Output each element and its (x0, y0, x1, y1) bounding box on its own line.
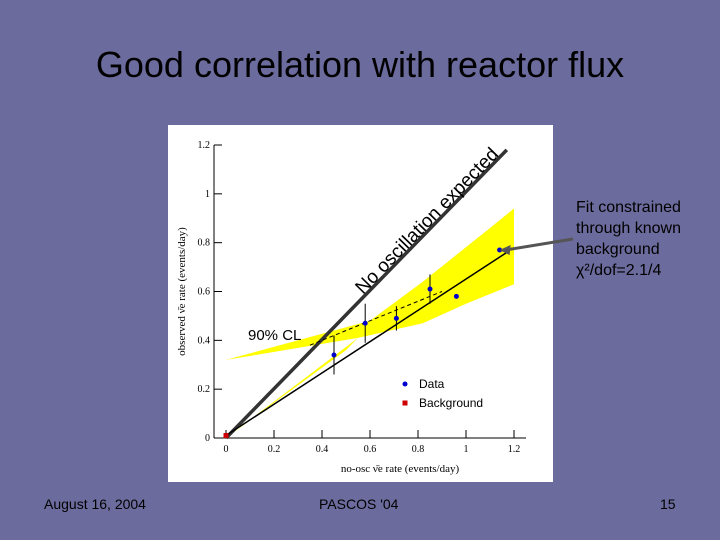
x-tick-label-4: 0.8 (412, 444, 425, 455)
x-tick-label-6: 1.2 (508, 444, 521, 455)
data-point-1 (362, 320, 368, 326)
y-tick-label-2: 0.4 (198, 335, 211, 346)
x-axis-label: no-osc ν̄e rate (events/day) (341, 463, 460, 475)
x-tick-label-2: 0.4 (316, 444, 329, 455)
band-label: 90% CL (248, 327, 301, 344)
fit-annotation: Fit constrained through known background… (576, 197, 716, 281)
data-point-2 (393, 315, 399, 321)
legend-data-label: Data (419, 377, 445, 391)
data-point-5 (497, 247, 503, 253)
y-tick-label-0: 0 (205, 433, 210, 444)
confidence-band-lower (226, 337, 358, 438)
correlation-chart: 0 0.2 0.4 0.6 0.8 1 1.2 0 0.2 0.4 0.6 0.8 1 1.2 no-osc… (176, 140, 526, 475)
annotation-line-3: background (576, 241, 660, 258)
no-oscillation-line (224, 148, 509, 440)
fit-line (225, 251, 508, 437)
footer-date: August 16, 2004 (44, 496, 146, 512)
x-tick-label-5: 1 (464, 444, 469, 455)
legend-background-label: Background (419, 396, 483, 410)
plot-panel: 0 0.2 0.4 0.6 0.8 1 1.2 0 0.2 0.4 0.6 0.8 1 1.2 no-osc… (168, 125, 553, 482)
footer-conference: PASCOS '04 (319, 496, 399, 512)
data-point-4 (453, 293, 459, 299)
x-tick-label-0: 0 (224, 444, 229, 455)
y-tick-label-3: 0.6 (198, 287, 211, 298)
legend-background-marker (402, 400, 408, 406)
y-tick-label-5: 1 (205, 189, 210, 200)
x-tick-label-3: 0.6 (364, 444, 377, 455)
annotation-line-4: χ²/dof=2.1/4 (576, 262, 662, 279)
x-tick-label-1: 0.2 (268, 444, 281, 455)
slide-title: Good correlation with reactor flux (95, 44, 625, 85)
annotation-line-1: Fit constrained (576, 199, 681, 216)
annotation-line-2: through known (576, 220, 681, 237)
y-tick-label-6: 1.2 (198, 140, 211, 151)
legend-data-marker (402, 381, 408, 387)
data-point-0 (331, 352, 337, 358)
y-tick-label-4: 0.8 (198, 238, 211, 249)
footer-page-number: 15 (660, 496, 676, 512)
data-point-3 (427, 286, 433, 292)
y-tick-label-1: 0.2 (198, 384, 211, 395)
fit-dashed-line (309, 291, 443, 346)
confidence-band (226, 208, 514, 360)
background-point (223, 433, 229, 439)
y-axis-label: observed ν̄e rate (events/day) (176, 227, 188, 356)
